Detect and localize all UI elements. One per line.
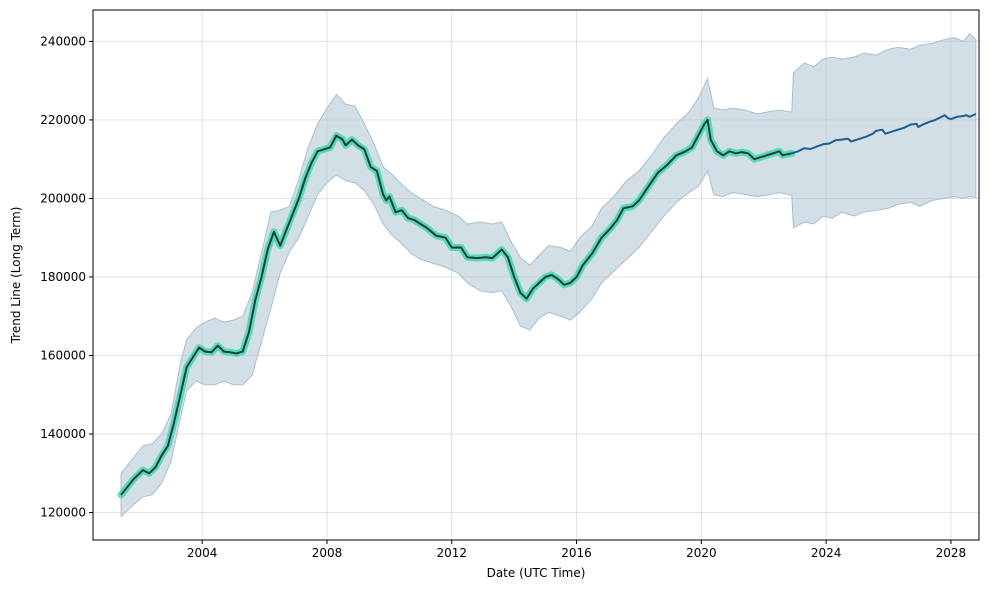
y-axis-title: Trend Line (Long Term) [9,207,23,345]
x-axis-title: Date (UTC Time) [487,566,586,580]
y-tick-label: 220000 [40,113,86,127]
x-tick-label: 2004 [187,546,218,560]
y-tick-label: 180000 [40,270,86,284]
x-tick-label: 2028 [936,546,967,560]
x-axis-ticks: 2004 2008 2012 2016 2020 2024 2028 [187,540,966,560]
forecast-trend-line [791,113,977,155]
y-tick-label: 200000 [40,191,86,205]
x-tick-label: 2020 [686,546,717,560]
y-tick-label: 240000 [40,34,86,48]
x-tick-label: 2008 [312,546,343,560]
x-tick-label: 2016 [561,546,592,560]
x-tick-label: 2024 [811,546,842,560]
plot-frame [92,9,980,541]
y-tick-label: 120000 [40,506,86,520]
x-tick-label: 2012 [436,546,467,560]
y-tick-label: 160000 [40,348,86,362]
history-trend-line [120,118,793,496]
series-lines [117,113,977,499]
y-tick-label: 140000 [40,427,86,441]
y-axis-ticks: 120000 140000 160000 180000 200000 220000 2400… [40,34,93,520]
